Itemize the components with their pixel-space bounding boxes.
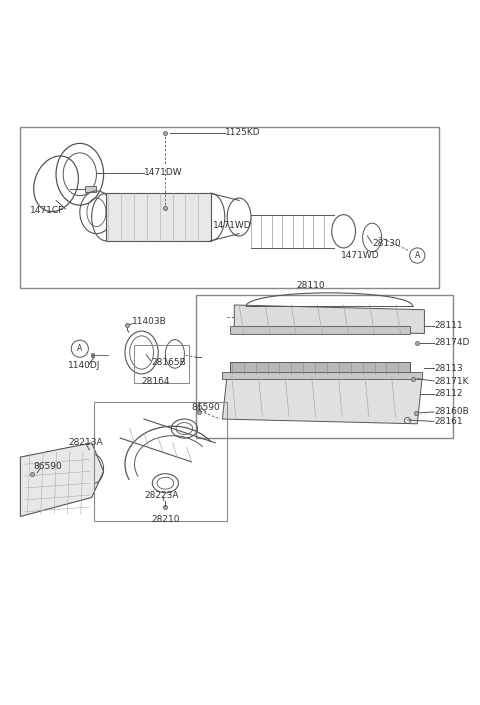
Bar [196, 295, 453, 438]
Text: 28210: 28210 [151, 515, 180, 525]
Text: 28111: 28111 [434, 321, 463, 331]
Text: 28171K: 28171K [434, 376, 468, 386]
Text: 28165B: 28165B [151, 358, 186, 367]
Text: 28160B: 28160B [434, 407, 468, 417]
Text: 28161: 28161 [434, 417, 463, 426]
Text: 1471WD: 1471WD [341, 250, 380, 259]
Bar [106, 193, 211, 241]
Bar [222, 372, 422, 379]
Polygon shape [234, 305, 424, 333]
Text: 86590: 86590 [34, 462, 62, 471]
Text: 28223A: 28223A [144, 491, 179, 500]
Text: 1471DW: 1471DW [144, 168, 182, 178]
Bar [229, 362, 410, 374]
Text: 28113: 28113 [434, 364, 463, 373]
Text: 28174D: 28174D [434, 338, 469, 348]
Polygon shape [222, 374, 422, 424]
Text: 86590: 86590 [192, 403, 220, 412]
Text: 1140DJ: 1140DJ [68, 361, 100, 370]
Text: 1125KD: 1125KD [225, 128, 261, 137]
Text: A: A [77, 344, 83, 353]
Text: 11403B: 11403B [132, 317, 167, 326]
Text: 28112: 28112 [434, 389, 462, 398]
Bar [134, 345, 189, 384]
Text: 28110: 28110 [296, 281, 324, 290]
Bar [84, 185, 96, 192]
Bar [91, 353, 94, 357]
Bar [21, 127, 439, 288]
Text: 28130: 28130 [372, 239, 401, 247]
Text: 1471CF: 1471CF [30, 207, 64, 215]
Text: 28213A: 28213A [68, 439, 103, 447]
Text: 28164: 28164 [142, 376, 170, 386]
Bar [94, 403, 227, 521]
Polygon shape [21, 443, 104, 517]
Text: 1471WD: 1471WD [213, 221, 252, 230]
Bar [229, 326, 410, 334]
Text: A: A [415, 251, 420, 260]
